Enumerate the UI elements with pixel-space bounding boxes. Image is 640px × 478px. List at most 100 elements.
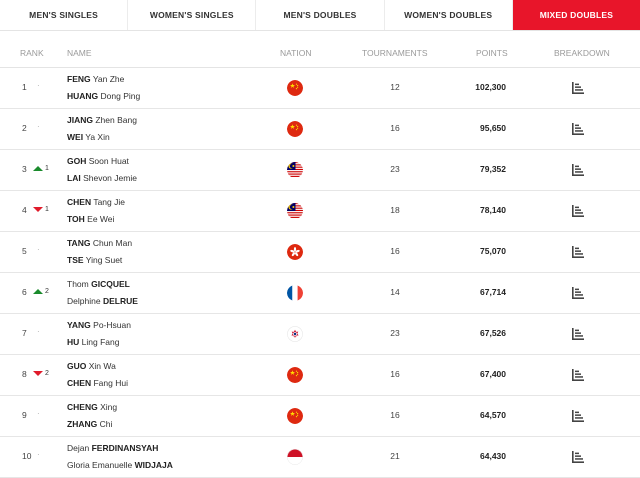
rank-unchanged-icon: · bbox=[37, 81, 40, 90]
player-family-name: CHENG bbox=[67, 402, 98, 412]
rank-number: 5 bbox=[22, 246, 27, 256]
rank-number: 8 bbox=[22, 369, 27, 379]
china-flag-icon bbox=[287, 367, 303, 383]
player-given-name: Ee Wei bbox=[87, 214, 115, 224]
player-family-name: HU bbox=[67, 337, 80, 347]
rank-change-down: 2 bbox=[33, 370, 49, 377]
rank-number: 3 bbox=[22, 164, 27, 174]
player-family-name: JIANG bbox=[67, 115, 93, 125]
player-family-name: ZHANG bbox=[67, 419, 98, 429]
points-value: 75,070 bbox=[480, 246, 506, 256]
player-family-name: WEI bbox=[67, 132, 84, 142]
player-given-name: Ya Xin bbox=[85, 132, 110, 142]
header-points: POINTS bbox=[476, 48, 508, 58]
player-family-name: TOH bbox=[67, 214, 85, 224]
player-two-link[interactable]: HU Ling Fang bbox=[67, 337, 119, 347]
tab-womens-singles[interactable]: WOMEN'S SINGLES bbox=[128, 0, 257, 30]
breakdown-chart-icon[interactable] bbox=[571, 122, 585, 136]
breakdown-chart-icon[interactable] bbox=[571, 81, 585, 95]
arrow-up-icon bbox=[33, 289, 43, 294]
header-rank: RANK bbox=[20, 48, 44, 58]
player-one-link[interactable]: JIANG Zhen Bang bbox=[67, 115, 137, 125]
rank-change-value: 2 bbox=[45, 288, 49, 295]
tab-mens-singles[interactable]: MEN'S SINGLES bbox=[0, 0, 129, 30]
player-one-link[interactable]: GOH Soon Huat bbox=[67, 156, 129, 166]
player-one-link[interactable]: CHEN Tang Jie bbox=[67, 197, 125, 207]
france-flag-icon bbox=[287, 285, 303, 301]
player-family-name: GICQUEL bbox=[91, 279, 130, 289]
breakdown-chart-icon[interactable] bbox=[571, 450, 585, 464]
player-two-link[interactable]: LAI Shevon Jemie bbox=[67, 173, 137, 183]
player-family-name: FERDINANSYAH bbox=[91, 443, 159, 453]
player-one-link[interactable]: YANG Po-Hsuan bbox=[67, 320, 131, 330]
player-given-name: Soon Huat bbox=[88, 156, 129, 166]
china-flag-icon bbox=[287, 408, 303, 424]
indonesia-flag-icon bbox=[287, 449, 303, 465]
tournaments-count: 18 bbox=[390, 205, 400, 215]
player-two-link[interactable]: TOH Ee Wei bbox=[67, 214, 114, 224]
player-one-link[interactable]: CHENG Xing bbox=[67, 402, 117, 412]
rank-number: 9 bbox=[22, 410, 27, 420]
player-two-link[interactable]: HUANG Dong Ping bbox=[67, 91, 140, 101]
table-row: 10 · Dejan FERDINANSYAH Gloria Emanuelle WI… bbox=[0, 437, 640, 478]
player-one-link[interactable]: FENG Yan Zhe bbox=[67, 74, 124, 84]
player-two-link[interactable]: CHEN Fang Hui bbox=[67, 378, 128, 388]
points-value: 78,140 bbox=[480, 205, 506, 215]
breakdown-chart-icon[interactable] bbox=[571, 163, 585, 177]
table-row: 2 · JIANG Zhen Bang WEI Ya Xin 16 95,650 bbox=[0, 109, 640, 150]
tab-mixed-doubles[interactable]: MIXED DOUBLES bbox=[512, 0, 640, 30]
player-one-link[interactable]: Thom GICQUEL bbox=[67, 279, 130, 289]
arrow-down-icon bbox=[33, 371, 43, 376]
table-header: RANK NAME NATION TOURNAMENTS POINTS BREA… bbox=[0, 31, 640, 68]
player-given-name: Ying Suet bbox=[85, 255, 123, 265]
points-value: 79,352 bbox=[480, 164, 506, 174]
tournaments-count: 16 bbox=[390, 369, 400, 379]
player-one-link[interactable]: TANG Chun Man bbox=[67, 238, 132, 248]
table-row: 7 · YANG Po-Hsuan HU Ling Fang 23 67,526 bbox=[0, 314, 640, 355]
player-two-link[interactable]: ZHANG Chi bbox=[67, 419, 112, 429]
player-given-name: Chi bbox=[99, 419, 113, 429]
player-given-name: Ling Fang bbox=[81, 337, 120, 347]
tab-womens-doubles[interactable]: WOMEN'S DOUBLES bbox=[385, 0, 513, 30]
breakdown-chart-icon[interactable] bbox=[571, 286, 585, 300]
table-row: 6 2 Thom GICQUEL Delphine DELRUE 14 67,714 bbox=[0, 273, 640, 314]
player-given-name: Chun Man bbox=[92, 238, 133, 248]
rank-unchanged-icon: · bbox=[37, 327, 40, 336]
player-family-name: GOH bbox=[67, 156, 87, 166]
breakdown-chart-icon[interactable] bbox=[571, 245, 585, 259]
player-family-name: CHEN bbox=[67, 197, 92, 207]
rank-unchanged-icon: · bbox=[37, 409, 40, 418]
rank-change-down: 1 bbox=[33, 206, 49, 213]
player-two-link[interactable]: Delphine DELRUE bbox=[67, 296, 138, 306]
breakdown-chart-icon[interactable] bbox=[571, 204, 585, 218]
player-given-name: Fang Hui bbox=[93, 378, 128, 388]
player-one-link[interactable]: GUO Xin Wa bbox=[67, 361, 116, 371]
tournaments-count: 12 bbox=[390, 82, 400, 92]
player-family-name: TANG bbox=[67, 238, 91, 248]
rank-change-value: 1 bbox=[45, 206, 49, 213]
header-nation: NATION bbox=[280, 48, 312, 58]
player-two-link[interactable]: Gloria Emanuelle WIDJAJA bbox=[67, 460, 173, 470]
points-value: 64,430 bbox=[480, 451, 506, 461]
points-value: 67,400 bbox=[480, 369, 506, 379]
breakdown-chart-icon[interactable] bbox=[571, 327, 585, 341]
player-family-name: CHEN bbox=[67, 378, 92, 388]
china-flag-icon bbox=[287, 121, 303, 137]
rank-number: 7 bbox=[22, 328, 27, 338]
player-given-name: Thom bbox=[67, 279, 89, 289]
hong-kong-flag-icon bbox=[287, 244, 303, 260]
tab-mens-doubles[interactable]: MEN'S DOUBLES bbox=[256, 0, 385, 30]
points-value: 64,570 bbox=[480, 410, 506, 420]
player-given-name: Xin Wa bbox=[88, 361, 116, 371]
player-two-link[interactable]: WEI Ya Xin bbox=[67, 132, 110, 142]
tournaments-count: 16 bbox=[390, 246, 400, 256]
breakdown-chart-icon[interactable] bbox=[571, 409, 585, 423]
player-one-link[interactable]: Dejan FERDINANSYAH bbox=[67, 443, 158, 453]
player-given-name: Dejan bbox=[67, 443, 90, 453]
breakdown-chart-icon[interactable] bbox=[571, 368, 585, 382]
tournaments-count: 21 bbox=[390, 451, 400, 461]
player-given-name: Dong Ping bbox=[100, 91, 141, 101]
points-value: 102,300 bbox=[475, 82, 506, 92]
player-two-link[interactable]: TSE Ying Suet bbox=[67, 255, 122, 265]
table-row: 3 1 GOH Soon Huat LAI Shevon Jemie 23 79,352 bbox=[0, 150, 640, 191]
